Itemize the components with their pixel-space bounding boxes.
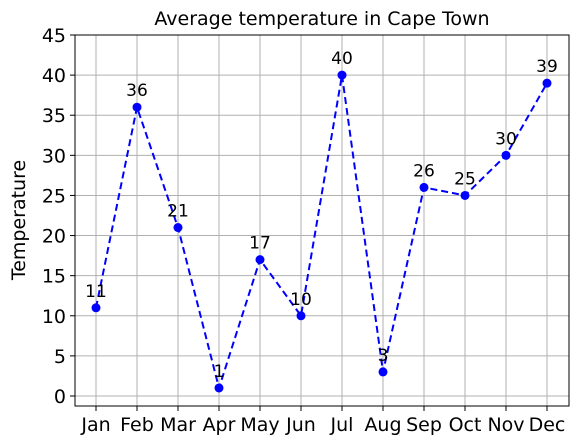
data-point bbox=[132, 102, 142, 112]
data-label: 1 bbox=[214, 362, 225, 382]
y-tick-label: 0 bbox=[54, 386, 66, 408]
x-tick-label: Sep bbox=[406, 414, 442, 436]
x-tick-label: Dec bbox=[529, 414, 566, 436]
x-tick-label: Oct bbox=[449, 414, 482, 436]
data-label: 17 bbox=[249, 234, 271, 254]
plot-area-frame bbox=[74, 34, 570, 407]
x-tick-label: Nov bbox=[487, 414, 524, 436]
y-tick-label: 40 bbox=[42, 65, 66, 87]
x-tick-label: Apr bbox=[203, 414, 236, 436]
data-point bbox=[255, 255, 265, 265]
y-tick-label: 35 bbox=[42, 105, 66, 127]
data-label: 11 bbox=[85, 282, 107, 302]
y-tick-label: 10 bbox=[42, 306, 66, 328]
data-label: 26 bbox=[413, 161, 435, 181]
y-tick-label: 20 bbox=[42, 226, 66, 248]
data-point bbox=[419, 182, 429, 192]
data-label: 30 bbox=[495, 129, 517, 149]
series-temperature bbox=[91, 70, 552, 393]
x-tick-label: Feb bbox=[120, 414, 154, 436]
y-axis-label: Temperature bbox=[8, 160, 30, 281]
data-point bbox=[91, 303, 101, 313]
series-line bbox=[95, 74, 548, 392]
data-label: 25 bbox=[454, 169, 476, 189]
data-label: 21 bbox=[167, 202, 189, 222]
data-point bbox=[460, 190, 470, 200]
y-tick-label: 5 bbox=[54, 346, 66, 368]
x-tick-label: Aug bbox=[364, 414, 401, 436]
data-point bbox=[173, 223, 183, 233]
x-tick-label: May bbox=[240, 414, 279, 436]
data-labels: 11 36 21 1 17 10 40 3 26 25 30 39 bbox=[85, 49, 558, 382]
x-tick-label: Jun bbox=[285, 414, 316, 436]
axes: Jan Feb Mar Apr May Jun Jul Aug Sep Oct Nov Dec 0 5 10… bbox=[42, 25, 566, 436]
data-point bbox=[378, 367, 388, 377]
y-tick-label: 45 bbox=[42, 25, 66, 47]
data-label: 10 bbox=[290, 290, 312, 310]
data-label: 40 bbox=[331, 49, 353, 69]
y-tick-label: 15 bbox=[42, 266, 66, 288]
data-label: 3 bbox=[378, 346, 389, 366]
data-point bbox=[214, 383, 224, 393]
chart-title: Average temperature in Cape Town bbox=[154, 8, 489, 30]
data-label: 39 bbox=[536, 57, 558, 77]
data-point bbox=[337, 70, 347, 80]
y-tick-label: 30 bbox=[42, 145, 66, 167]
data-point bbox=[542, 78, 552, 88]
data-point bbox=[296, 311, 306, 321]
data-label: 36 bbox=[126, 81, 148, 101]
y-tick-label: 25 bbox=[42, 185, 66, 207]
x-tick-label: Mar bbox=[160, 414, 196, 436]
data-point bbox=[501, 150, 511, 160]
x-tick-label: Jul bbox=[330, 414, 354, 436]
x-tick-label: Jan bbox=[80, 414, 110, 436]
